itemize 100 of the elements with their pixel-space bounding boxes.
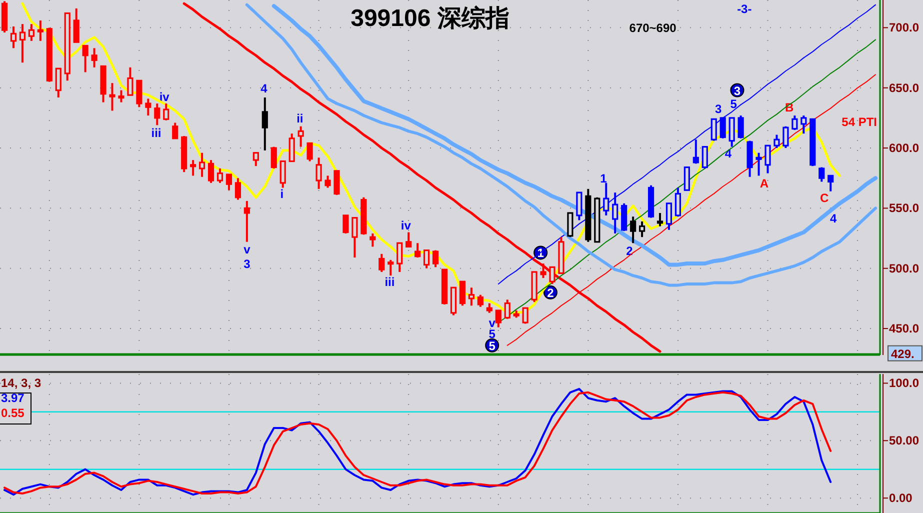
annotation: 670~690	[629, 21, 677, 36]
candlestick	[774, 134, 780, 150]
candlestick	[549, 266, 556, 285]
candlestick	[262, 96, 268, 152]
candlestick	[280, 160, 286, 189]
candlestick	[226, 173, 232, 192]
candlestick	[603, 182, 610, 216]
candlestick	[163, 102, 170, 122]
candlestick	[468, 286, 474, 307]
candlestick	[127, 66, 134, 96]
candlestick	[702, 146, 708, 170]
candlestick	[28, 23, 34, 42]
candlestick	[612, 192, 618, 234]
candlestick	[118, 89, 124, 104]
candlestick	[495, 309, 502, 328]
annotation: 4	[724, 146, 732, 160]
y-tick-label: 0.00	[889, 491, 913, 506]
annotation: A	[760, 176, 769, 190]
candlestick	[208, 159, 214, 184]
candlestick	[414, 242, 421, 259]
candlestick	[37, 19, 44, 42]
candlestick	[234, 177, 242, 201]
candlestick	[684, 166, 690, 191]
candlestick	[190, 159, 196, 177]
annotation: 3	[715, 102, 722, 116]
candlestick	[567, 212, 574, 238]
candlestick	[288, 132, 295, 162]
candlestick	[638, 220, 646, 238]
annotation: 4	[260, 81, 268, 96]
candlestick	[270, 146, 277, 170]
candlestick	[710, 118, 717, 142]
annotation: 0.55	[1, 406, 25, 420]
y-tick-label: 100.0	[889, 376, 920, 390]
y-tick-label: 650.0	[889, 80, 920, 95]
annotation: 14, 3, 3	[1, 376, 42, 390]
candlestick	[10, 25, 17, 50]
candlestick	[216, 167, 224, 184]
candlestick	[73, 7, 80, 44]
candlestick	[728, 116, 735, 148]
candlestick	[352, 216, 358, 259]
candlestick	[334, 170, 340, 196]
annotation: iv	[159, 90, 170, 104]
candlestick	[388, 258, 394, 277]
candlestick	[378, 252, 385, 273]
annotation: iv	[400, 218, 412, 233]
candlestick	[55, 68, 62, 98]
candlestick	[656, 212, 664, 228]
annotation: 2	[547, 286, 554, 300]
candlestick	[154, 102, 160, 126]
candlestick	[738, 114, 744, 140]
annotation: v	[244, 242, 251, 257]
candlestick	[477, 294, 484, 308]
annotation: 54 PTI	[842, 115, 878, 130]
annotation: 5	[730, 96, 738, 111]
annotation: i	[280, 187, 284, 202]
annotation: iii	[384, 275, 395, 290]
candlestick	[298, 125, 304, 148]
candlestick	[828, 174, 834, 192]
candlestick	[432, 249, 439, 268]
y-tick-label: 500.0	[889, 261, 920, 276]
candlestick	[504, 298, 510, 320]
chart-title: 399106 深综指	[350, 5, 510, 32]
candlestick	[818, 166, 825, 183]
candlestick	[19, 23, 26, 64]
annotation: 3.97	[1, 391, 25, 405]
candlestick	[630, 216, 636, 244]
candlestick	[764, 144, 771, 174]
y-tick-label: 50.00	[889, 434, 920, 448]
annotation: 1	[600, 172, 608, 186]
candlestick	[800, 114, 807, 135]
annotation: 3	[244, 257, 251, 272]
candlestick	[522, 307, 528, 325]
candlestick	[406, 231, 412, 248]
candlestick	[82, 44, 88, 74]
candlestick	[576, 192, 582, 222]
y-tick-label: 450.0	[889, 322, 920, 336]
candlestick	[91, 47, 98, 68]
candlestick	[459, 280, 466, 307]
candlestick	[198, 152, 206, 178]
candlestick	[666, 202, 672, 231]
candlestick	[136, 80, 142, 108]
candlestick	[145, 98, 152, 117]
annotation: ii	[296, 111, 304, 126]
candlestick	[172, 122, 178, 140]
candlestick	[720, 116, 726, 140]
candlestick	[370, 232, 376, 248]
annotation: iii	[151, 126, 162, 140]
candlestick	[109, 82, 116, 112]
annotation: 4	[830, 211, 837, 226]
y-tick-label: 600.0	[889, 141, 920, 156]
candlestick	[342, 214, 349, 234]
candlestick	[540, 262, 546, 279]
candlestick	[244, 200, 250, 243]
annotation: 2	[626, 244, 634, 258]
candlestick	[316, 156, 322, 190]
annotation: C	[820, 190, 829, 205]
candlestick	[324, 174, 331, 189]
candlestick	[486, 302, 492, 314]
candlestick	[306, 142, 313, 162]
candlestick	[252, 152, 259, 168]
